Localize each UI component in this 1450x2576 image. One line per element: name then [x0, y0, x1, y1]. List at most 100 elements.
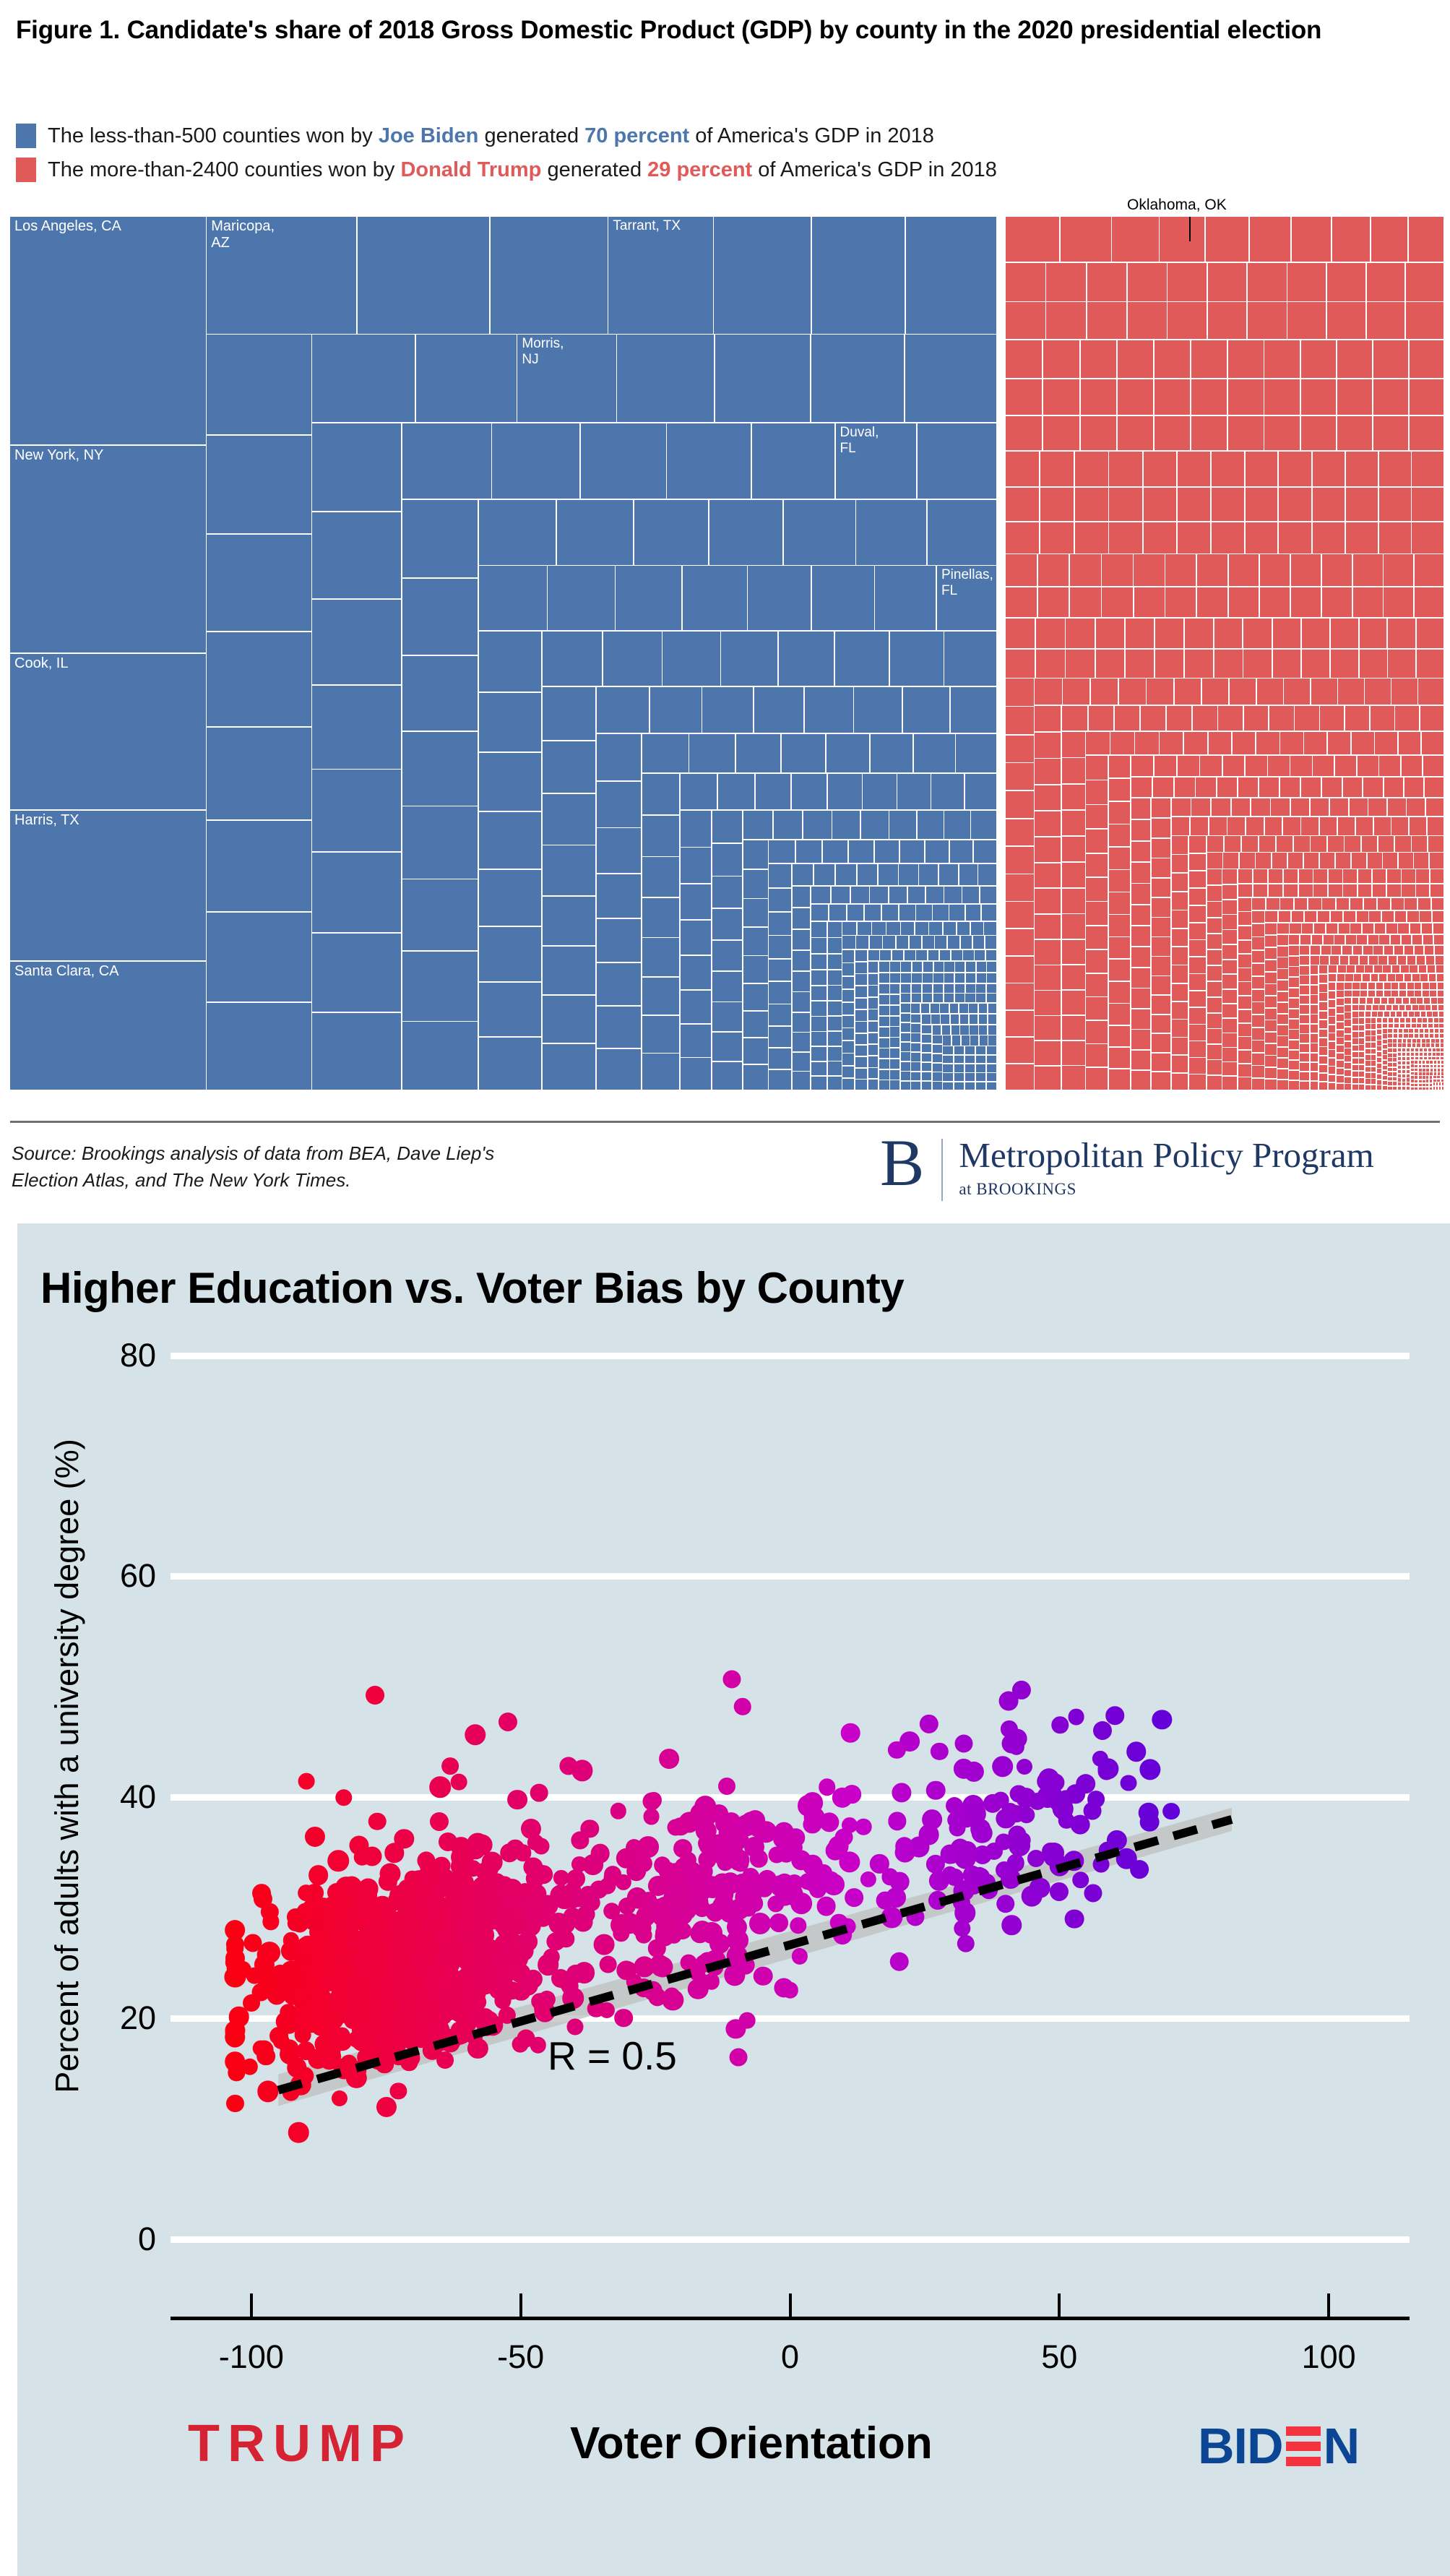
treemap-tile [1365, 1055, 1371, 1060]
treemap-tile [1402, 997, 1409, 1004]
treemap-tile [1043, 340, 1079, 379]
treemap-tile [1352, 1085, 1358, 1090]
treemap-tile [1147, 679, 1173, 705]
treemap-tile [1420, 706, 1444, 731]
treemap-tile [855, 1068, 867, 1079]
treemap-tile [1359, 1045, 1365, 1051]
treemap-tile [1006, 707, 1034, 734]
treemap-tile [1062, 731, 1085, 757]
treemap-tile [1117, 379, 1154, 415]
treemap-tile [875, 566, 936, 631]
treemap-tile [1437, 983, 1444, 990]
treemap-tile [1373, 416, 1408, 451]
treemap-tile [596, 963, 642, 1006]
treemap-tile [1371, 1011, 1377, 1017]
treemap-tile [1006, 983, 1034, 1010]
treemap-tile [911, 1014, 921, 1023]
treemap-tile [1329, 798, 1348, 817]
treemap-tile [1311, 934, 1322, 944]
treemap-tile [1300, 1034, 1309, 1043]
treemap-tile [1382, 1055, 1387, 1059]
treemap-tile [960, 1025, 969, 1035]
treemap-tile [1407, 1087, 1410, 1090]
treemap-tile [1429, 1028, 1434, 1033]
treemap-tile [1319, 1038, 1328, 1046]
treemap-tile [1388, 1043, 1392, 1048]
treemap-tile [1080, 340, 1117, 379]
treemap-tile [1436, 1043, 1439, 1047]
treemap-tile [1417, 1043, 1420, 1047]
treemap-tile [847, 904, 864, 921]
treemap-tile [1426, 1043, 1430, 1047]
treemap-tile [1433, 1082, 1436, 1086]
treemap-tile [1352, 1051, 1358, 1058]
treemap-tile [1154, 756, 1177, 776]
treemap-tile [1369, 910, 1381, 922]
treemap-tile [1357, 756, 1378, 776]
treemap-tile [1347, 965, 1355, 973]
treemap-tile [1378, 955, 1387, 965]
treemap-tile [1393, 1072, 1397, 1076]
treemap-tile [1388, 649, 1415, 678]
treemap-tile [1359, 1011, 1365, 1017]
treemap-tile [752, 423, 834, 499]
treemap-tile [939, 864, 958, 885]
treemap-tile [954, 1082, 964, 1090]
treemap-tile [1151, 798, 1170, 818]
treemap-tile [979, 1025, 988, 1035]
treemap-tile [1420, 1011, 1426, 1017]
treemap-tile [941, 1014, 949, 1024]
treemap-tile [1328, 1082, 1336, 1090]
treemap-tile [1006, 791, 1034, 818]
treemap-tile [1035, 1041, 1061, 1065]
treemap-tile [1430, 869, 1444, 884]
treemap-tile [1070, 587, 1101, 618]
treemap-tile [1277, 1080, 1288, 1090]
treemap-tile [642, 977, 680, 1015]
treemap-tile [689, 734, 735, 772]
treemap-tile [1095, 618, 1125, 649]
treemap-tile [964, 1064, 975, 1072]
treemap-tile [1339, 955, 1349, 965]
treemap-tile [954, 1046, 964, 1054]
treemap-tile [1337, 983, 1344, 990]
treemap-tile [957, 921, 970, 935]
treemap-tile [207, 821, 311, 912]
treemap-tile [1177, 452, 1211, 487]
treemap-tile [1222, 1004, 1238, 1018]
treemap-tile [1265, 910, 1277, 922]
treemap-tile [743, 1038, 768, 1064]
treemap-tile [792, 950, 811, 971]
treemap-tile [1359, 1064, 1365, 1071]
treemap-tile [1189, 1074, 1206, 1090]
treemap-tile [743, 810, 773, 839]
treemap-tile [1171, 983, 1188, 1001]
treemap-tile [1131, 1050, 1151, 1070]
treemap-tile [943, 1073, 953, 1081]
treemap-tile [1006, 416, 1043, 451]
treemap-tile [850, 886, 869, 903]
treemap-tile [1337, 1046, 1344, 1052]
treemap-tile-label: New York, NY [14, 447, 104, 464]
treemap-tile [1360, 990, 1368, 997]
treemap-tile [478, 869, 542, 926]
treemap-tile [1184, 618, 1213, 649]
treemap-tile [1238, 1023, 1251, 1036]
treemap-tile [842, 1015, 855, 1028]
scatter-point [931, 1742, 949, 1761]
treemap-tile [1407, 1048, 1410, 1052]
treemap-tile [1231, 798, 1251, 817]
treemap-tile [1337, 379, 1373, 415]
treemap-tile [1290, 756, 1312, 776]
treemap-tile [1112, 217, 1159, 262]
treemap-tile [1290, 798, 1310, 817]
treemap-tile [1196, 777, 1216, 798]
treemap-tile [1319, 1047, 1328, 1055]
treemap-tile [1151, 838, 1170, 858]
treemap-tile [1426, 1064, 1429, 1068]
treemap-tile [1006, 874, 1034, 901]
treemap-tile [1252, 924, 1264, 936]
treemap-tile [828, 970, 842, 985]
treemap-tile [1428, 1056, 1431, 1060]
treemap-tile [950, 687, 997, 733]
